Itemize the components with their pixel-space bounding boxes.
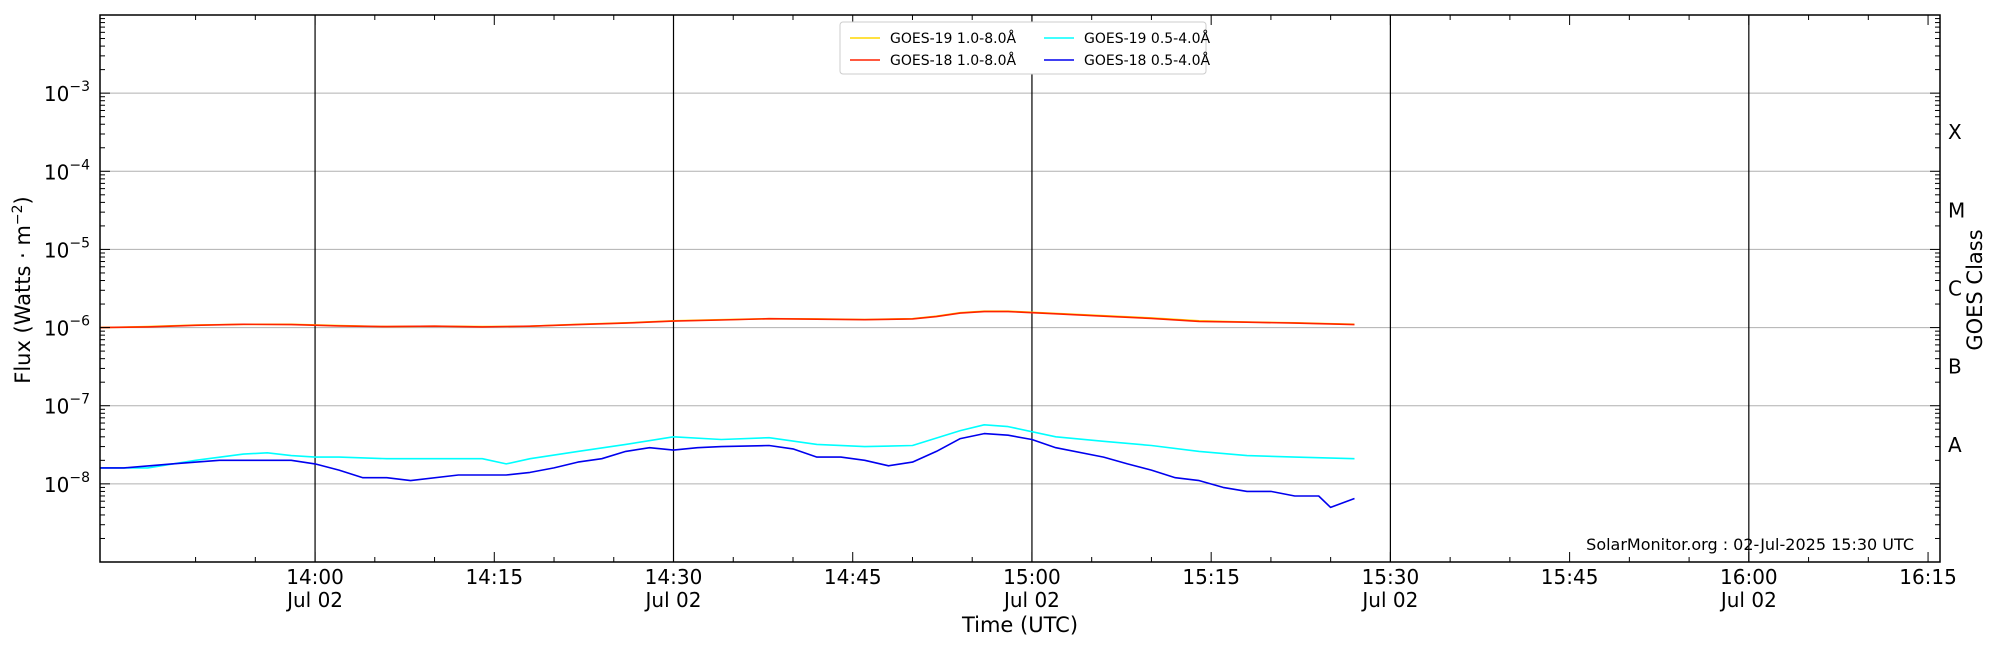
x-tick-label: 14:30: [645, 565, 703, 589]
goes-class-label: B: [1948, 355, 1962, 379]
watermark: SolarMonitor.org : 02-Jul-2025 15:30 UTC: [1586, 535, 1914, 554]
x-tick-date-label: Jul 02: [285, 588, 343, 612]
y-tick-label: 10−3: [44, 79, 90, 106]
plot-frame: [99, 14, 1941, 563]
y-tick-label: 10−8: [44, 470, 90, 497]
goes-class-label: M: [1948, 198, 1965, 222]
series-line: [99, 310, 1355, 329]
y-tick-label: 10−4: [44, 157, 90, 184]
x-tick-date-label: Jul 02: [1360, 588, 1418, 612]
series-line: [100, 423, 1355, 469]
series-line: [100, 432, 1355, 509]
legend-label: GOES-19 0.5-4.0Å: [1084, 30, 1210, 47]
x-tick-label: 16:00: [1720, 565, 1778, 589]
legend-label: GOES-19 1.0-8.0Å: [890, 30, 1016, 47]
legend-label: GOES-18 0.5-4.0Å: [1084, 52, 1210, 69]
legend-box: [839, 21, 1207, 75]
goes-class-label: X: [1948, 120, 1962, 144]
x-axis-label: Time (UTC): [961, 613, 1078, 637]
x-tick-label: 16:15: [1899, 565, 1957, 589]
x-tick-date-label: Jul 02: [1719, 588, 1777, 612]
series-lines: [99, 310, 1355, 509]
legend-label: GOES-18 1.0-8.0Å: [890, 52, 1016, 69]
goes-class-label: C: [1948, 277, 1962, 301]
y-axis-label: Flux (Watts · m−2): [10, 196, 35, 384]
x-tick-label: 15:00: [1003, 565, 1061, 589]
day-marker-lines: [314, 15, 1750, 562]
x-tick-date-label: Jul 02: [644, 588, 702, 612]
x-tick-date-label: Jul 02: [1002, 588, 1060, 612]
y-tick-label: 10−7: [44, 392, 90, 419]
x-tick-label: 14:45: [824, 565, 882, 589]
x-tick-label: 15:45: [1541, 565, 1599, 589]
x-tick-label: 15:30: [1362, 565, 1420, 589]
x-tick-label: 14:15: [465, 565, 523, 589]
goes-class-label: A: [1948, 433, 1962, 457]
x-tick-label: 15:15: [1182, 565, 1240, 589]
legend: GOES-19 1.0-8.0Å GOES-18 1.0-8.0Å GOES-19 …: [839, 21, 1210, 75]
x-tick-label: 14:00: [286, 565, 344, 589]
y-tick-label: 10−5: [44, 235, 90, 262]
goes-class-axis-label: GOES Class: [1963, 229, 1987, 350]
y-tick-label: 10−6: [44, 314, 90, 341]
grid-lines: [100, 92, 1940, 485]
